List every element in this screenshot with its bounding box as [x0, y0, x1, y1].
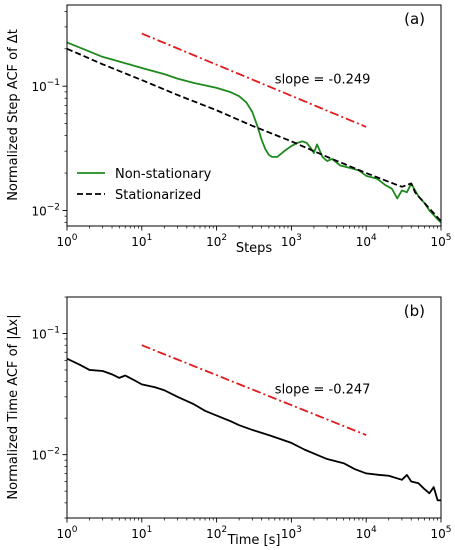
panel-a-series-stationarized — [67, 47, 441, 222]
panel-b-x-axis-label: Time [s] — [227, 533, 281, 548]
panel-a-slope-annotation: slope = -0.249 — [275, 73, 371, 88]
panel-b-y-tick-label: 10−1 — [31, 325, 60, 341]
panel-a-frame — [66, 4, 442, 227]
panel-a-x-tick-label: 105 — [430, 233, 451, 249]
panel-b-y-tick-label: 10−2 — [31, 447, 60, 463]
panel-a-legend: Non-stationary Stationarized — [77, 167, 212, 203]
panel-a-legend-label: Non-stationary — [115, 167, 212, 182]
panel-a-series — [67, 32, 441, 224]
panel-a-x-tick-label: 103 — [281, 233, 302, 249]
panel-a-x-tick-label: 102 — [206, 233, 227, 249]
panel-a-y-tick-label: 10−1 — [31, 78, 60, 94]
panel-a-y-axis-label: Normalized Step ACF of Δt — [6, 29, 21, 201]
panel-b-x-tick-label: 100 — [56, 525, 77, 541]
panel-b-label: (b) — [404, 302, 425, 320]
panel-b-slope-annotation: slope = -0.247 — [275, 382, 371, 397]
panel-a-series-slope-reference — [141, 32, 367, 128]
panel-b-x-tick-label: 103 — [281, 525, 302, 541]
panel-b-x-tick-label: 105 — [430, 525, 451, 541]
panel-b-x-tick-label: 102 — [206, 525, 227, 541]
panel-b-series — [67, 344, 441, 502]
panel-a-legend-label: Stationarized — [115, 188, 201, 203]
panel-a-x-tick-label: 101 — [131, 233, 152, 249]
panel-b-series-0 — [67, 357, 441, 502]
panel-b-series-1 — [141, 344, 367, 436]
panel-a-ticks: 100 101 102 103 104 105 10−2 10−1 — [31, 11, 452, 249]
panel-a: 100 101 102 103 104 105 10−2 10−1 (a) slope = -… — [6, 4, 452, 256]
panel-b-x-tick-label: 104 — [356, 525, 377, 541]
panel-b-y-axis-label: Normalized Time ACF of |Δx| — [6, 314, 21, 499]
panel-a-y-tick-label: 10−2 — [31, 202, 60, 218]
panel-a-x-tick-label: 100 — [56, 233, 77, 249]
panel-b-ticks: 100 101 102 103 104 105 10−2 10−1 — [31, 296, 452, 541]
panel-a-series-non-stationary — [67, 41, 441, 224]
panel-b: 100 101 102 103 104 105 10−2 10−1 (b) slope = -… — [6, 296, 452, 548]
panel-b-frame — [66, 296, 442, 519]
panel-a-x-axis-label: Steps — [236, 241, 273, 256]
panel-b-x-tick-label: 101 — [131, 525, 152, 541]
panel-a-label: (a) — [404, 10, 425, 28]
panel-a-x-tick-label: 104 — [356, 233, 377, 249]
